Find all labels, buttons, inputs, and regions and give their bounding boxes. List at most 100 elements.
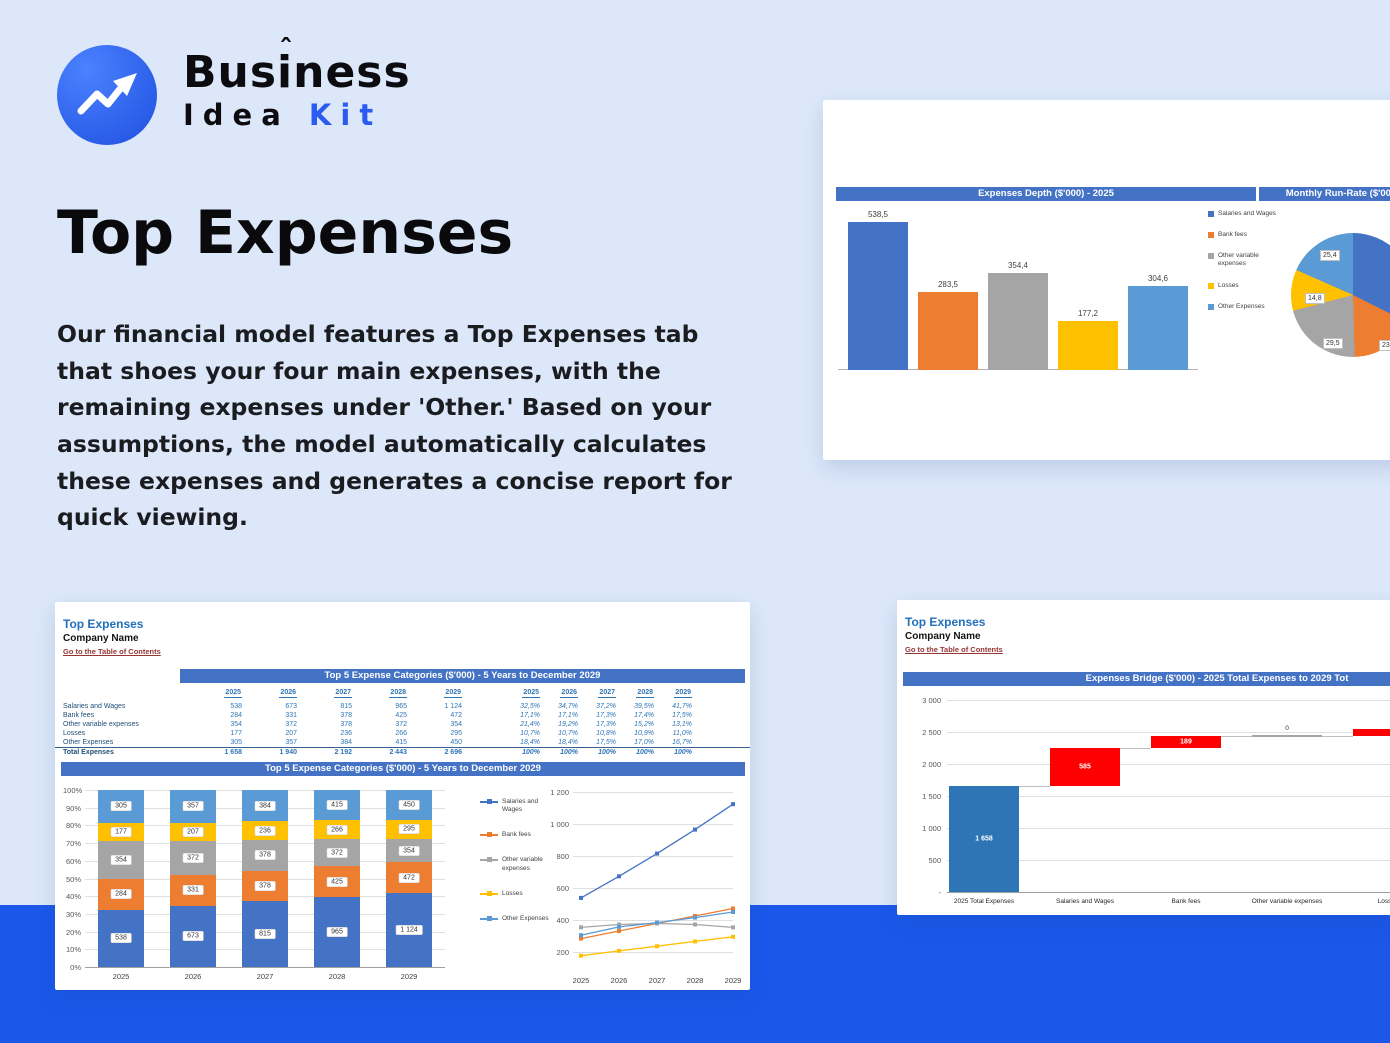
x-tick-label: 2025 (572, 976, 590, 985)
stacked-segment: 266 (314, 820, 360, 840)
x-tick-label: 2027 (256, 972, 274, 981)
value-cell: 177 (230, 730, 242, 737)
y-tick-label: 600 (556, 884, 569, 893)
stacked-segment: 472 (386, 862, 432, 894)
segment-value-label: 372 (183, 853, 203, 863)
stacked-section-header: Top 5 Expense Categories ($'000) - 5 Yea… (61, 762, 745, 776)
share-cell: 41,7% (672, 703, 692, 710)
bridge-plot: 3 000 2 500 2 000 1 500 1 000 500 - 1 658 2025 T… (905, 692, 1390, 912)
legend-label: Other variable expenses (1218, 252, 1259, 268)
stacked-segment: 372 (314, 839, 360, 867)
x-tick-label: 2028 (686, 976, 704, 985)
row-label: Salaries and Wages (63, 703, 126, 710)
bar-value-label: 538,5 (867, 210, 889, 219)
year-cell: 2025 (187, 688, 242, 698)
y-tick-label: 1 500 (922, 792, 941, 801)
bar-value-label: 177,2 (1077, 309, 1099, 318)
line-marker (617, 874, 621, 879)
value-cell: 378 (340, 712, 352, 719)
stacked-segment: 177 (98, 822, 144, 842)
x-tick-label: 2026 (184, 972, 202, 981)
gridline (573, 888, 733, 889)
legend-square-icon (1208, 211, 1214, 217)
stacked-segment: 357 (170, 790, 216, 823)
toc-link[interactable]: Go to the Table of Contents (905, 645, 1003, 654)
share-cell: 37,2% (596, 703, 616, 710)
line-marker (731, 925, 735, 930)
y-tick-label: 2 000 (922, 760, 941, 769)
gridline (573, 920, 733, 921)
table-row: Losses 177 207 236 266 295 10,7% 10,7% 10,8% 10,9… (55, 729, 750, 738)
gridline (947, 860, 1390, 861)
trend-arrow-logo-icon (57, 45, 157, 145)
brand-sub-dark: Idea (183, 98, 290, 132)
share-cell: 15,2% (634, 721, 654, 728)
legend-square-icon (1208, 282, 1214, 289)
brand-sub-accent: Kit (308, 98, 383, 132)
brand-subname: Idea Kit (183, 101, 411, 130)
value-cell: 305 (230, 739, 242, 746)
line-marker (617, 929, 621, 934)
year-label: 2026 (560, 689, 578, 698)
share-cell: 100% (522, 749, 540, 756)
segment-value-label: 472 (399, 873, 419, 883)
value-cell: 965 (395, 703, 407, 710)
share-cell: 10,7% (520, 730, 540, 737)
legend-label: Losses (502, 889, 523, 897)
gridline (947, 700, 1390, 701)
share-cell: 17,5% (672, 712, 692, 719)
row-label: Other variable expenses (63, 721, 139, 728)
table-row: Other variable expenses 354 372 378 372 354 21… (55, 720, 750, 729)
expenses-depth-plot: 538,5 283,5 354,4 177,2 304,6 (838, 205, 1198, 370)
y-tick-label: 60% (65, 856, 81, 866)
gridline (947, 828, 1390, 829)
segment-value-label: 372 (327, 848, 347, 858)
legend-label: Salaries and Wages (502, 798, 539, 814)
year-cell: 2029 (407, 688, 462, 698)
y-tick-label: 30% (65, 909, 81, 919)
x-tick-label: 2026 (610, 976, 628, 985)
gridline (573, 824, 733, 825)
legend-label: Other variable expenses (502, 856, 543, 872)
value-cell: 354 (450, 721, 462, 728)
year-cell: 2026 (242, 688, 297, 698)
share-cell: 17,1% (520, 712, 540, 719)
value-cell: 1 940 (279, 749, 297, 756)
depth-chart-header: Expenses Depth ($'000) - 2025 (836, 187, 1256, 201)
pie-value-label: 29,5 (1323, 338, 1343, 349)
legend-label: Other Expenses (1218, 302, 1265, 310)
x-tick-label: Salaries and Wages (1056, 898, 1114, 905)
share-cell: 17,4% (634, 712, 654, 719)
gridline (573, 952, 733, 953)
y-tick-label: 70% (65, 839, 81, 849)
pie-value-label: 23,7 (1379, 340, 1390, 351)
line-marker (579, 953, 583, 958)
y-tick-label: 1 000 (922, 824, 941, 833)
year-label: 2027 (334, 689, 352, 698)
stacked-segment: 354 (98, 841, 144, 880)
y-tick-label: 0% (70, 963, 81, 972)
line-marker (579, 925, 583, 930)
stacked-segment: 1 124 (386, 893, 432, 967)
line-series (580, 803, 734, 899)
toc-link[interactable]: Go to the Table of Contents (63, 647, 161, 656)
zero-change-marker (1252, 735, 1322, 738)
segment-value-label: 415 (327, 800, 347, 810)
bridge-bar: 585 (1050, 748, 1120, 786)
line-marker (731, 934, 735, 939)
x-tick-label: 2029 (400, 972, 418, 981)
segment-value-label: 357 (183, 801, 203, 811)
year-label: 2028 (636, 689, 654, 698)
x-tick-label: 2029 (724, 976, 742, 985)
legend-label: Bank fees (502, 831, 531, 839)
y-tick-label: 50% (65, 874, 81, 884)
y-tick-label: 2 500 (922, 728, 941, 737)
line-marker (693, 915, 697, 920)
bridge-section-header: Expenses Bridge ($'000) - 2025 Total Exp… (903, 672, 1390, 686)
value-cell: 815 (340, 703, 352, 710)
x-axis-line (85, 967, 445, 968)
value-cell: 331 (285, 712, 297, 719)
depth-legend: Salaries and Wages Bank fees Other variabl… (1208, 210, 1284, 311)
table-row: Salaries and Wages 538 673 815 965 1 124 32,5%… (55, 702, 750, 711)
value-cell: 372 (285, 721, 297, 728)
